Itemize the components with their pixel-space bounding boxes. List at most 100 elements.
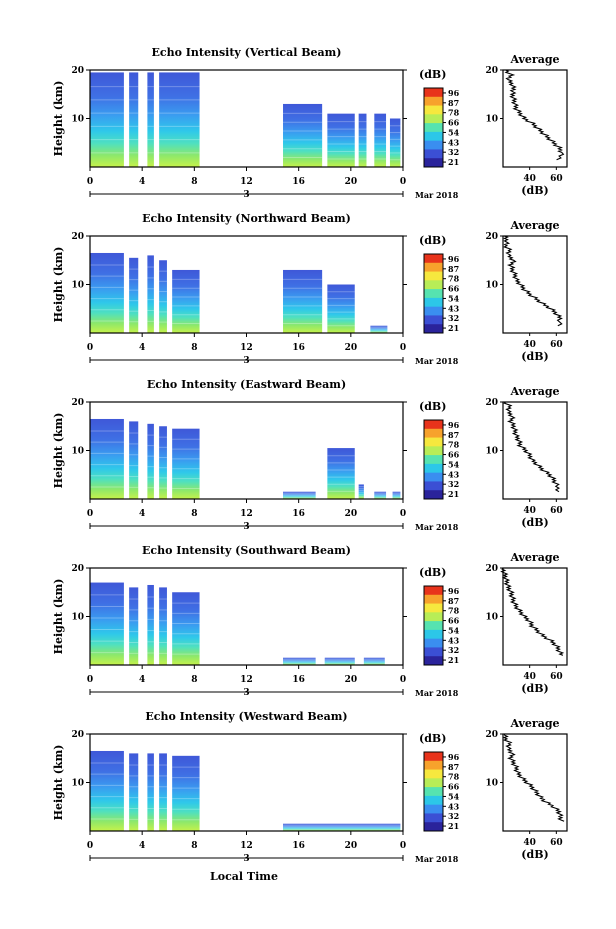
y-tick-label: 10 xyxy=(71,115,84,125)
echo-segment xyxy=(159,587,167,665)
echo-segment xyxy=(374,491,387,499)
colorbar-tick-label: 32 xyxy=(448,147,459,157)
colorbar-tick-label: 54 xyxy=(448,625,460,635)
colorbar-tick-label: 96 xyxy=(448,420,460,430)
y-tick-label: 20 xyxy=(71,232,84,242)
colorbar-swatch xyxy=(424,594,443,605)
colorbar-swatch xyxy=(424,490,443,500)
echo-segment xyxy=(90,750,124,831)
panel-1: Echo Intensity (Northward Beam) 20 10 Heigh… xyxy=(52,212,568,366)
colorbar-unit: (dB) xyxy=(419,234,446,247)
x-tick-label: 12 xyxy=(240,509,253,519)
colorbar-tick-label: 78 xyxy=(448,440,460,450)
colorbar-tick-label: 43 xyxy=(448,303,460,313)
colorbar-tick-label: 87 xyxy=(448,762,459,772)
echo-segment xyxy=(374,113,387,167)
colorbar-tick-label: 32 xyxy=(448,479,459,489)
average-x-label: (dB) xyxy=(521,350,548,363)
colorbar-swatch xyxy=(424,787,443,797)
colorbar-swatch xyxy=(424,262,443,273)
colorbar-tick-label: 87 xyxy=(448,430,459,440)
average-profile-line xyxy=(503,401,560,493)
colorbar-swatch xyxy=(424,315,443,325)
avg-y-tick-label: 10 xyxy=(485,613,498,623)
echo-segment xyxy=(370,325,388,333)
colorbar-tick-label: 96 xyxy=(448,586,460,596)
colorbar-tick-label: 32 xyxy=(448,645,459,655)
x-tick-label: 8 xyxy=(191,841,197,851)
echo-segment xyxy=(129,587,139,665)
colorbar-swatch xyxy=(424,621,443,631)
avg-y-tick-label: 10 xyxy=(485,115,498,125)
colorbar-tick-label: 54 xyxy=(448,127,460,137)
average-profile-line xyxy=(504,69,565,161)
average-title: Average xyxy=(509,551,559,564)
average-profile-line xyxy=(502,235,563,327)
colorbar-swatch xyxy=(424,158,443,168)
y-axis-label: Height (km) xyxy=(52,579,65,655)
colorbar-swatch xyxy=(424,446,443,456)
x-tick-label: 0 xyxy=(87,841,93,851)
x-tick-label: 16 xyxy=(292,343,305,353)
avg-y-tick-label: 20 xyxy=(485,730,498,740)
colorbar-swatch xyxy=(424,324,443,334)
panel-4: Echo Intensity (Westward Beam) 20 10 Height… xyxy=(52,710,568,864)
avg-y-tick-label: 20 xyxy=(485,564,498,574)
colorbar-swatch xyxy=(424,280,443,290)
x-tick-label: 0 xyxy=(400,509,406,519)
colorbar-unit: (dB) xyxy=(419,68,446,81)
x-tick-label: 4 xyxy=(139,343,145,353)
avg-x-tick-label: 60 xyxy=(550,838,563,848)
date-label: Mar 2018 xyxy=(415,190,459,200)
echo-segment xyxy=(283,269,323,333)
colorbar-swatch xyxy=(424,638,443,648)
date-label: Mar 2018 xyxy=(415,356,459,366)
x-tick-label: 12 xyxy=(240,177,253,187)
colorbar-swatch xyxy=(424,603,443,613)
colorbar-tick-label: 54 xyxy=(448,459,460,469)
x-tick-label: 4 xyxy=(139,841,145,851)
avg-x-tick-label: 60 xyxy=(550,672,563,682)
echo-segment xyxy=(283,657,316,665)
echo-segment xyxy=(327,284,355,333)
colorbar-swatch xyxy=(424,481,443,491)
colorbar-tick-label: 21 xyxy=(448,489,459,499)
colorbar-tick-label: 87 xyxy=(448,98,459,108)
x-tick-label: 12 xyxy=(240,343,253,353)
colorbar-swatch xyxy=(424,629,443,640)
colorbar-swatch xyxy=(424,105,443,115)
colorbar-unit: (dB) xyxy=(419,566,446,579)
x-tick-label: 16 xyxy=(292,509,305,519)
colorbar-tick-label: 78 xyxy=(448,606,460,616)
echo-segment xyxy=(358,484,364,499)
x-tick-label: 8 xyxy=(191,343,197,353)
colorbar-tick-label: 21 xyxy=(448,157,459,167)
x-tick-label: 0 xyxy=(400,841,406,851)
colorbar-swatch xyxy=(424,271,443,281)
echo-segment xyxy=(172,269,200,333)
colorbar-swatch xyxy=(424,752,443,762)
echo-segment xyxy=(90,252,124,333)
date-label: Mar 2018 xyxy=(415,688,459,698)
colorbar-tick-label: 78 xyxy=(448,108,460,118)
colorbar-swatch xyxy=(424,428,443,439)
panel-0: Echo Intensity (Vertical Beam) 20 10 Height… xyxy=(52,46,568,200)
colorbar-swatch xyxy=(424,123,443,133)
day-label: 3 xyxy=(243,356,249,366)
average-frame xyxy=(502,733,568,832)
y-tick-label: 10 xyxy=(71,447,84,457)
colorbar-tick-label: 43 xyxy=(448,801,460,811)
panel-3: Echo Intensity (Southward Beam) 20 10 Heigh… xyxy=(52,544,568,698)
average-frame xyxy=(502,69,568,168)
y-tick-label: 20 xyxy=(71,66,84,76)
echo-segment xyxy=(327,448,355,499)
avg-y-tick-label: 10 xyxy=(485,447,498,457)
colorbar-swatch xyxy=(424,254,443,264)
x-tick-label: 8 xyxy=(191,675,197,685)
echo-segment xyxy=(147,255,154,333)
y-tick-label: 20 xyxy=(71,730,84,740)
colorbar-tick-label: 78 xyxy=(448,772,460,782)
echo-segment xyxy=(159,753,167,831)
x-tick-label: 0 xyxy=(87,177,93,187)
colorbar-tick-label: 32 xyxy=(448,313,459,323)
